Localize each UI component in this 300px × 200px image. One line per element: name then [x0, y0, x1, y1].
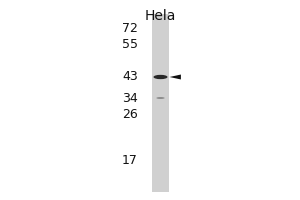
- Text: 43: 43: [122, 71, 138, 84]
- Ellipse shape: [154, 75, 167, 79]
- Text: Hela: Hela: [145, 9, 176, 23]
- Text: 72: 72: [122, 22, 138, 36]
- Text: 55: 55: [122, 38, 138, 51]
- Text: 34: 34: [122, 92, 138, 104]
- Bar: [152, 14, 169, 192]
- Polygon shape: [169, 75, 181, 79]
- Ellipse shape: [156, 97, 165, 99]
- Text: 26: 26: [122, 108, 138, 121]
- Text: 17: 17: [122, 154, 138, 166]
